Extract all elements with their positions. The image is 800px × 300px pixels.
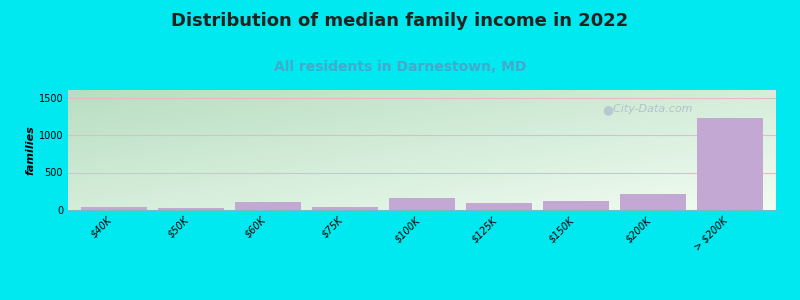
Bar bbox=[620, 194, 686, 210]
Bar bbox=[466, 203, 532, 210]
Bar bbox=[235, 202, 301, 210]
Bar bbox=[390, 198, 454, 210]
Text: City-Data.com: City-Data.com bbox=[606, 104, 693, 114]
Bar bbox=[82, 207, 147, 210]
Text: ●: ● bbox=[602, 103, 614, 116]
Y-axis label: families: families bbox=[26, 125, 36, 175]
Text: Distribution of median family income in 2022: Distribution of median family income in … bbox=[171, 12, 629, 30]
Bar bbox=[543, 201, 609, 210]
Bar bbox=[312, 207, 378, 210]
Bar bbox=[158, 208, 224, 210]
Text: All residents in Darnestown, MD: All residents in Darnestown, MD bbox=[274, 60, 526, 74]
Bar bbox=[697, 118, 762, 210]
